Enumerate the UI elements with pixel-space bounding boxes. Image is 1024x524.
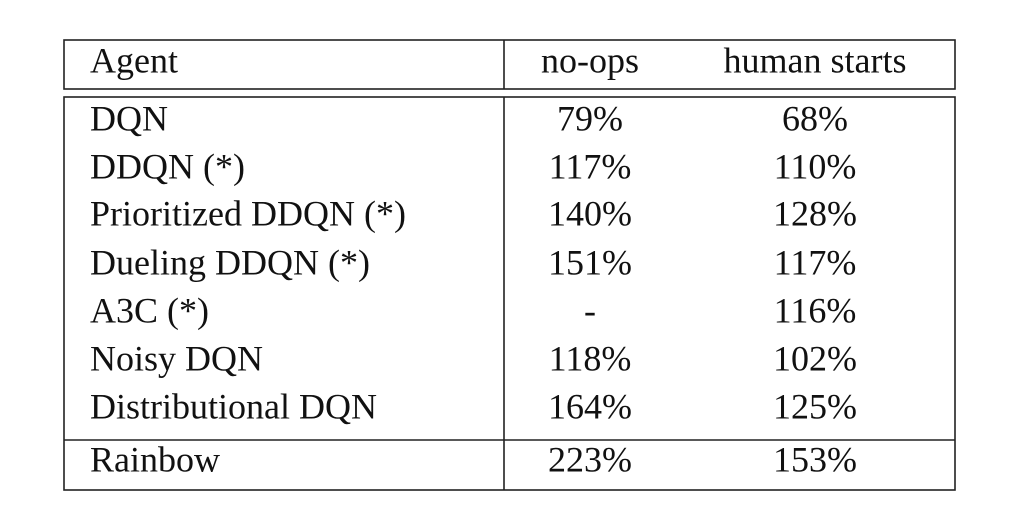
score-cell: 110% <box>774 146 857 186</box>
agent-name: Prioritized DDQN (*) <box>90 193 406 233</box>
agent-name: A3C (*) <box>90 290 209 330</box>
score-cell: 153% <box>773 439 857 479</box>
score-cell: - <box>584 290 596 330</box>
score-cell: 117% <box>774 242 857 282</box>
score-cell: 116% <box>774 290 857 330</box>
agent-name: DDQN (*) <box>90 146 245 186</box>
score-cell: 102% <box>773 338 857 378</box>
header-cell: no-ops <box>541 40 639 80</box>
score-cell: 151% <box>548 242 632 282</box>
score-cell: 118% <box>549 338 632 378</box>
agent-name: DQN <box>90 98 168 138</box>
header-cell: human starts <box>724 40 907 80</box>
agent-name: Noisy DQN <box>90 338 263 378</box>
score-cell: 125% <box>773 386 857 426</box>
agent-name: Dueling DDQN (*) <box>90 242 370 282</box>
header-cell: Agent <box>90 40 178 80</box>
agent-name: Rainbow <box>90 439 220 479</box>
body-box <box>63 96 956 491</box>
score-cell: 79% <box>557 98 623 138</box>
agent-name: Distributional DQN <box>90 386 377 426</box>
score-cell: 128% <box>773 193 857 233</box>
score-cell: 223% <box>548 439 632 479</box>
score-cell: 140% <box>548 193 632 233</box>
score-cell: 117% <box>549 146 632 186</box>
score-cell: 68% <box>782 98 848 138</box>
score-cell: 164% <box>548 386 632 426</box>
header-box <box>63 39 956 90</box>
